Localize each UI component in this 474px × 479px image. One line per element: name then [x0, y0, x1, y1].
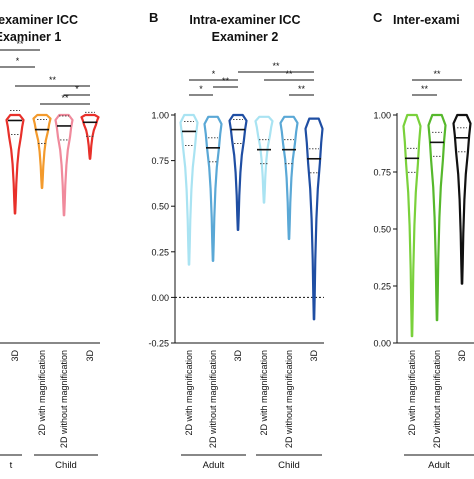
group-label: Adult	[203, 460, 225, 471]
category-label: 2D with magnification	[259, 350, 269, 436]
significance-label: **	[16, 39, 24, 49]
violin-shape	[402, 113, 422, 338]
violin-shape	[279, 115, 299, 241]
significance-label: **	[433, 69, 441, 79]
significance-label: *	[199, 84, 203, 94]
significance-label: **	[49, 75, 57, 85]
y-tick-label: 0.50	[151, 202, 169, 212]
category-label: 3D	[85, 350, 95, 362]
significance-label: *	[16, 56, 20, 66]
violin-shape	[80, 113, 100, 160]
group-label: Child	[55, 460, 77, 471]
violin-shape	[32, 113, 52, 190]
panel-c-title-line-1: Inter-exami	[393, 13, 460, 27]
violin-shape	[228, 113, 248, 231]
category-label: 3D	[457, 350, 467, 362]
significance-label: **	[222, 76, 230, 86]
panel-a-title-line-2: Examiner 1	[0, 30, 61, 44]
category-label: 2D without magnification	[59, 350, 69, 448]
category-label: 3D	[233, 350, 243, 362]
group-label: t	[10, 460, 13, 471]
panel-b-letter: B	[149, 10, 158, 25]
violin-shape	[203, 115, 223, 262]
violin-shape	[304, 117, 324, 321]
significance-label: *	[212, 69, 216, 79]
violin-shape	[54, 113, 74, 217]
category-label: 2D without magnification	[284, 350, 294, 448]
group-label: Adult	[428, 460, 450, 471]
category-label: 2D without magnification	[208, 350, 218, 448]
category-label: 3D	[309, 350, 319, 362]
group-label: Child	[278, 460, 300, 471]
panel-b-title-line-1: Intra-examiner ICC	[189, 13, 300, 27]
panel-b-title-line-2: Examiner 2	[212, 30, 279, 44]
category-label: 3D	[10, 350, 20, 362]
violin-shape	[452, 113, 472, 285]
significance-label: **	[285, 69, 293, 79]
violin-shape	[5, 113, 25, 215]
category-label: 2D without magnification	[432, 350, 442, 448]
significance-label: **	[298, 84, 306, 94]
y-tick-label: 0.25	[373, 282, 391, 292]
plot-layer: 1.00 0.75 0.50 0.25 0.00 -0.25 1.00 0.75 0.50 0.2…	[0, 39, 474, 471]
y-tick-label: 0.00	[151, 293, 169, 303]
y-tick-label: 1.00	[373, 111, 391, 121]
y-tick-label: 0.25	[151, 247, 169, 257]
significance-label: **	[421, 84, 429, 94]
y-tick-label: 0.50	[373, 225, 391, 235]
y-tick-label: 0.00	[373, 339, 391, 349]
category-label: 2D with magnification	[184, 350, 194, 436]
category-label: 2D with magnification	[407, 350, 417, 436]
significance-label: **	[61, 93, 69, 103]
significance-label: *	[75, 84, 79, 94]
violin-shape	[427, 113, 447, 322]
y-tick-label: 1.00	[151, 111, 169, 121]
violin-shape	[254, 115, 274, 204]
panel-a-title-line-1: -examiner ICC	[0, 13, 78, 27]
significance-label: **	[272, 61, 280, 71]
violin-shape	[179, 113, 199, 266]
y-tick-label: 0.75	[373, 168, 391, 178]
y-tick-label: -0.25	[148, 339, 169, 349]
y-tick-label: 0.75	[151, 156, 169, 166]
category-label: 2D with magnification	[37, 350, 47, 436]
panel-c-letter: C	[373, 10, 383, 25]
